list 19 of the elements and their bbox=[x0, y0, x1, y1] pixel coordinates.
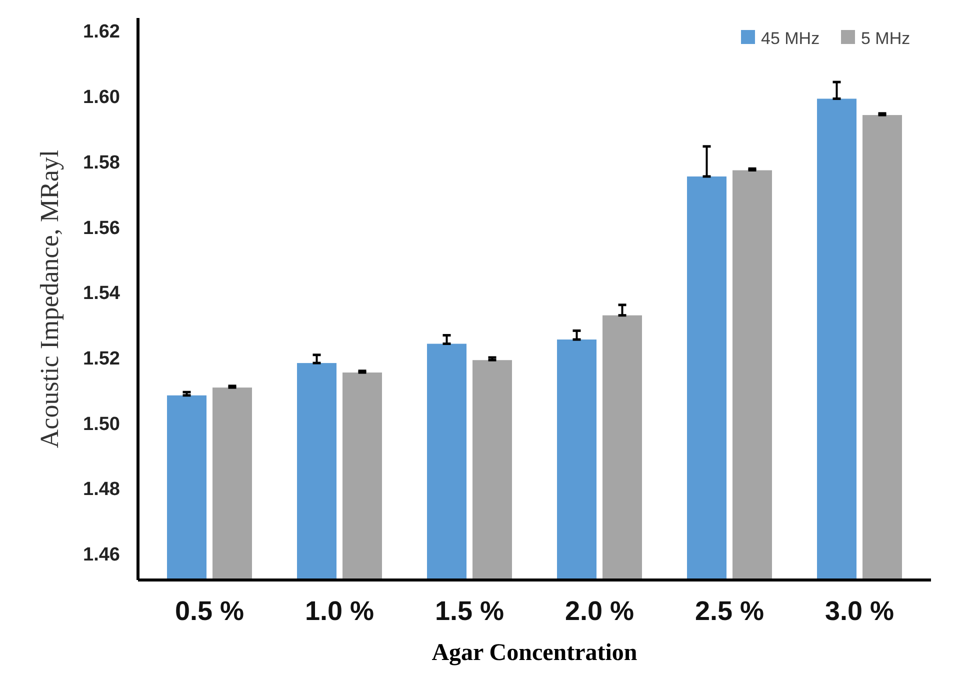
y-tick-label: 1.60 bbox=[83, 87, 120, 108]
x-axis-title: Agar Concentration bbox=[432, 640, 638, 666]
x-tick-label: 2.5 % bbox=[694, 596, 764, 626]
x-tick-label: 1.5 % bbox=[434, 596, 504, 626]
x-tick-label: 3.0 % bbox=[824, 596, 894, 626]
y-tick-label: 1.46 bbox=[83, 544, 120, 566]
y-tick-label: 1.50 bbox=[83, 414, 120, 435]
y-tick-label: 1.58 bbox=[83, 152, 120, 174]
y-tick-label: 1.48 bbox=[83, 479, 120, 500]
legend-label: 5 MHz bbox=[861, 28, 910, 48]
y-tick-label: 1.52 bbox=[83, 348, 120, 370]
legend-label: 45 MHz bbox=[761, 28, 820, 48]
x-tick-label: 0.5 % bbox=[174, 596, 244, 626]
y-axis-title: Acoustic Impedance, MRayl bbox=[35, 150, 64, 448]
y-tick-label: 1.56 bbox=[83, 218, 120, 239]
x-tick-label: 1.0 % bbox=[304, 596, 374, 626]
y-tick-label: 1.62 bbox=[83, 22, 120, 43]
x-tick-label: 2.0 % bbox=[564, 596, 634, 626]
y-tick-label: 1.54 bbox=[83, 283, 120, 304]
